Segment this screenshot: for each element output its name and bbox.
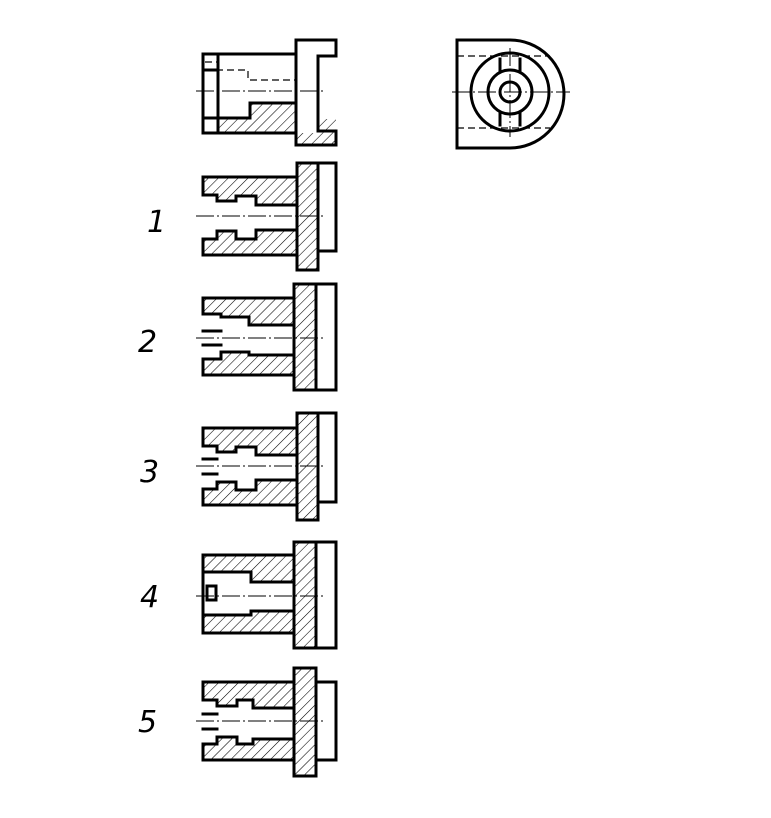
option-label-3: 3 [140,455,159,490]
section-option-3: 3 [140,411,338,522]
option-label-4: 4 [140,580,159,615]
section-option-5: 5 [138,666,338,778]
option-label-1: 1 [147,205,166,240]
side-view [452,38,570,150]
option-label-5: 5 [138,705,157,740]
option-label-2: 2 [138,325,157,360]
section-option-4: 4 [140,540,338,650]
section-option-1: 1 [147,161,338,272]
section-option-2: 2 [138,282,338,392]
main-view-front [196,38,338,147]
